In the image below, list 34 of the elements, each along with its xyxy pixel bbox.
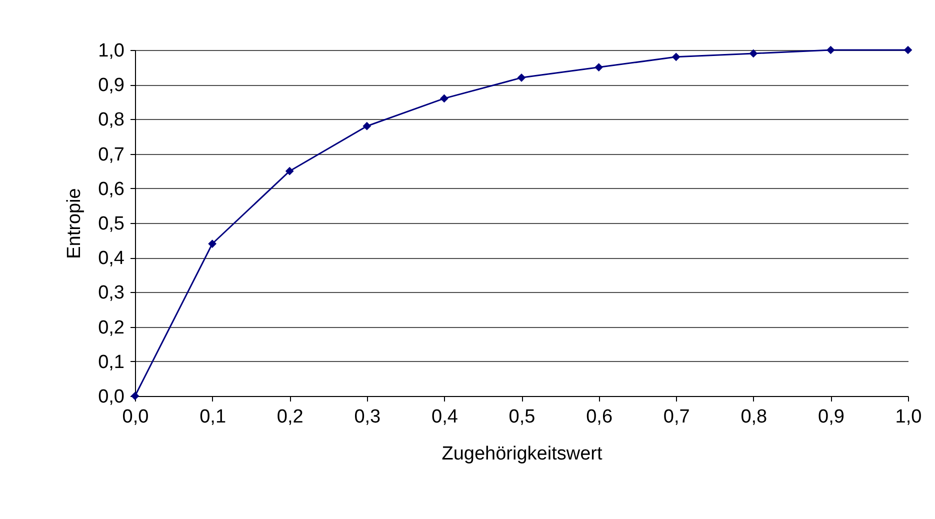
x-tick-label: 0,0	[122, 406, 149, 428]
y-tick-label: 0,3	[98, 282, 124, 304]
point	[594, 63, 603, 72]
point	[440, 94, 448, 103]
y-tick-label: 0,6	[98, 178, 124, 200]
point	[826, 46, 835, 54]
y-tick-label: 0,8	[98, 110, 124, 131]
y-tick-label: 0,7	[98, 144, 124, 166]
point	[362, 122, 372, 130]
y-tick-label: 1,0	[98, 40, 124, 62]
x-tick-label: 0,9	[818, 406, 844, 428]
point	[285, 166, 294, 176]
point	[208, 240, 216, 248]
x-tick-label: 1,0	[895, 406, 922, 428]
x-tick-label: 0,3	[354, 406, 381, 428]
y-axis-title: Entropie	[64, 188, 86, 259]
point	[517, 73, 526, 82]
point	[904, 46, 912, 54]
x-tick-label: 0,7	[663, 406, 690, 428]
x-tick-label: 0,1	[200, 406, 226, 428]
point	[749, 49, 758, 58]
x-tick-label: 0,8	[740, 406, 768, 428]
y-tick-label: 0,4	[98, 248, 125, 270]
point	[672, 52, 680, 62]
x-tick-label: 0,5	[508, 406, 536, 428]
y-tick-label: 0,5	[98, 214, 124, 234]
x-tick-label: 0,2	[276, 406, 304, 428]
y-tick-label: 0,0	[98, 386, 124, 408]
y-tick-label: 0,1	[98, 352, 124, 373]
y-tick-label: 0,2	[98, 317, 124, 338]
x-tick-label: 0,6	[586, 406, 613, 428]
x-tick-label: 0,4	[431, 406, 458, 428]
x-axis-title: Zugehörigkeitswert	[442, 444, 603, 464]
y-tick-label: 0,9	[98, 75, 124, 96]
